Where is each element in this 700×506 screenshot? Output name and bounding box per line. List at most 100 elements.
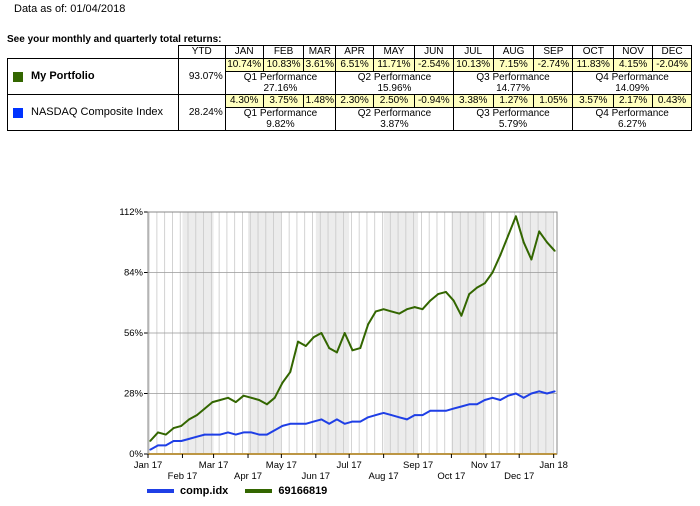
quarter-label: Q4 Performance (595, 108, 669, 119)
data-point (320, 332, 323, 334)
col-header-mar: MAR (303, 45, 337, 59)
quarter-label: Q2 Performance (357, 72, 432, 83)
data-point (538, 390, 541, 393)
y-tick-label: 84% (124, 268, 144, 279)
quarter-label: Q3 Performance (476, 108, 550, 119)
table-row-nasdaq-quarters: Q1 Performance 9.82% Q2 Performance 3.87% … (8, 107, 692, 131)
data-point (188, 437, 191, 440)
data-point (227, 431, 229, 434)
data-point (343, 332, 346, 334)
month-return: -2.74% (533, 58, 574, 72)
x-tick-label: Feb 17 (168, 471, 198, 482)
data-point (266, 403, 268, 406)
quarter-cell: Q2 Performance 3.87% (335, 107, 454, 131)
month-return: 4.30% (224, 94, 264, 108)
month-return: 1.05% (533, 94, 574, 108)
data-point (468, 403, 471, 406)
quarter-value: 9.82% (266, 119, 295, 130)
x-tick-label: May 17 (266, 460, 297, 471)
data-point (234, 433, 237, 436)
month-return: 2.17% (613, 94, 654, 108)
quarter-value: 14.77% (496, 83, 530, 94)
data-point (514, 392, 517, 395)
data-point (172, 427, 175, 429)
data-point (390, 414, 393, 417)
month-return: 4.15% (613, 58, 654, 72)
quarter-value: 14.09% (615, 83, 650, 94)
data-point (476, 286, 478, 289)
col-header-dec: DEC (652, 45, 692, 59)
data-point (437, 409, 439, 412)
data-point (336, 418, 338, 421)
data-point (413, 306, 416, 308)
data-point (452, 299, 455, 302)
data-point (196, 414, 198, 417)
data-point (483, 399, 486, 401)
data-point (336, 351, 338, 354)
x-tick-label: Jul 17 (336, 460, 361, 471)
x-tick-label: Jan 18 (539, 460, 568, 471)
quarter-label: Q1 Performance (243, 108, 318, 119)
month-return: 10.13% (452, 58, 494, 72)
x-tick-label: Mar 17 (199, 460, 229, 471)
nasdaq-name: NASDAQ Composite Index (31, 106, 164, 119)
month-return: 10.74% (224, 58, 264, 72)
data-point (351, 349, 354, 352)
col-header-nov: NOV (613, 45, 654, 59)
quarter-cell: Q3 Performance 14.77% (452, 71, 574, 95)
data-point (273, 396, 276, 399)
as-of-date: Data as of: 01/04/2018 (14, 3, 126, 15)
data-point (211, 401, 214, 404)
month-return: 1.48% (303, 94, 337, 108)
data-point (491, 396, 494, 399)
data-point (522, 241, 525, 244)
data-point (343, 422, 346, 425)
quarter-label: Q2 Performance (357, 108, 432, 119)
data-point (289, 370, 292, 373)
data-point (250, 431, 253, 434)
performance-line-chart: 0% 28% 56% 84% 112% Jan 17 Mar 17 May 17 Jul 17 S… (119, 207, 568, 482)
y-tick-label: 56% (124, 328, 144, 339)
data-point (374, 414, 377, 417)
month-return: 2.30% (335, 94, 374, 108)
row-name-nasdaq: NASDAQ Composite Index (7, 94, 179, 131)
legend-swatch (147, 489, 174, 494)
data-point (398, 312, 401, 315)
month-return: -2.04% (652, 58, 692, 72)
data-point (367, 416, 369, 419)
month-return: 6.51% (335, 58, 374, 72)
portfolio-ytd: 93.07% (177, 58, 226, 95)
legend-label: comp.idx (180, 485, 229, 497)
data-point (374, 310, 377, 313)
quarter-value: 15.96% (377, 83, 412, 94)
data-point (507, 234, 509, 237)
data-point (382, 412, 385, 414)
data-point (444, 291, 447, 293)
data-point (157, 431, 159, 434)
data-point (149, 440, 152, 442)
col-header-aug: AUG (492, 45, 535, 59)
data-point (367, 323, 369, 326)
data-point (491, 271, 494, 274)
col-header-may: MAY (373, 45, 415, 59)
quarter-cell: Q4 Performance 14.09% (572, 71, 692, 95)
data-point (273, 429, 276, 432)
data-point (227, 396, 229, 399)
col-header-jul: JUL (452, 45, 494, 59)
data-point (312, 336, 315, 339)
col-header-oct: OCT (572, 45, 615, 59)
data-point (258, 399, 261, 401)
data-point (250, 396, 253, 399)
data-point (406, 418, 408, 421)
data-point (157, 444, 159, 447)
data-point (507, 394, 509, 397)
data-point (211, 433, 214, 436)
nasdaq-color-swatch (13, 107, 23, 118)
data-point (203, 433, 206, 436)
col-header-jun: JUN (413, 45, 454, 59)
quarter-cell: Q1 Performance 27.16% (224, 71, 337, 95)
quarter-cell: Q4 Performance 6.27% (572, 107, 692, 131)
month-return: 11.71% (373, 58, 415, 72)
data-point (266, 433, 268, 436)
data-point (188, 418, 191, 421)
